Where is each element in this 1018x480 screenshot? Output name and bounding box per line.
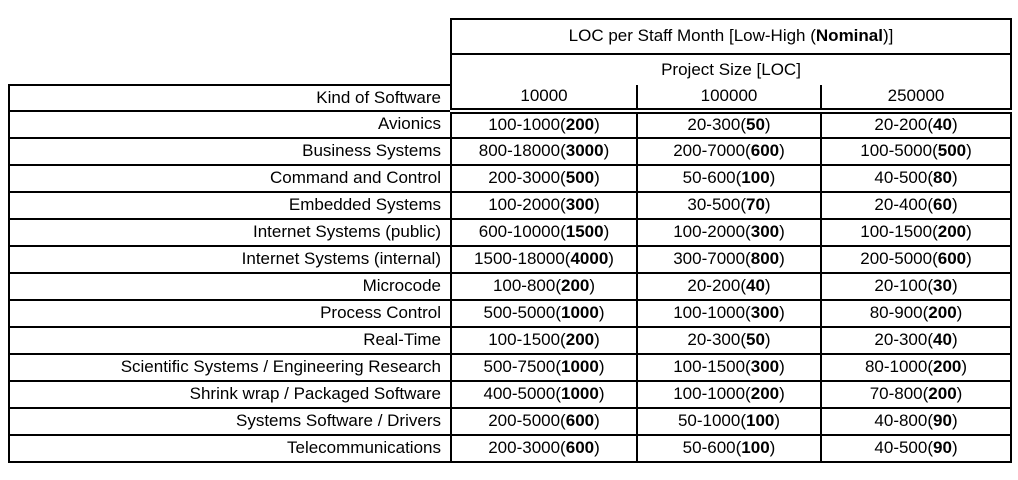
software-kind-label: Shrink wrap / Packaged Software xyxy=(8,380,452,409)
loc-range-value: 500-7500(1000) xyxy=(450,353,638,382)
loc-range-value: 50-600(100) xyxy=(636,164,822,193)
loc-range-value: 20-300(40) xyxy=(819,326,1013,355)
kind-of-software-header: Kind of Software xyxy=(8,84,452,112)
software-kind-label: Telecommunications xyxy=(8,434,452,463)
loc-range-value: 100-5000(500) xyxy=(819,137,1013,166)
loc-range-value: 20-200(40) xyxy=(636,272,822,301)
project-size-row: Project Size [LOC] xyxy=(9,53,1013,85)
loc-range-value: 100-1500(200) xyxy=(819,218,1013,247)
table-row: Microcode 100-800(200) 20-200(40) 20-100(30… xyxy=(8,272,1013,301)
loc-range-value: 100-2000(300) xyxy=(450,191,638,220)
loc-range-value: 100-1000(200) xyxy=(636,380,822,409)
table-row: Telecommunications 200-3000(600) 50-600(10… xyxy=(8,434,1013,463)
loc-range-value: 20-300(50) xyxy=(636,110,822,139)
table-row: Process Control 500-5000(1000) 100-1000(30… xyxy=(8,299,1013,328)
table-title-text: LOC per Staff Month [Low-High ( xyxy=(568,26,816,46)
loc-range-value: 20-300(50) xyxy=(636,326,822,355)
table-row: Internet Systems (internal) 1500-18000(40… xyxy=(8,245,1013,274)
loc-range-value: 400-5000(1000) xyxy=(450,380,638,409)
software-kind-label: Scientific Systems / Engineering Researc… xyxy=(8,353,452,382)
loc-range-value: 50-1000(100) xyxy=(636,407,822,436)
loc-range-value: 800-18000(3000) xyxy=(450,137,638,166)
size-column-header-10000: 10000 xyxy=(450,85,638,114)
loc-range-value: 70-800(200) xyxy=(819,380,1013,409)
blank-corner xyxy=(9,19,451,54)
size-column-header-250000: 250000 xyxy=(819,85,1013,114)
loc-range-value: 20-400(60) xyxy=(819,191,1013,220)
loc-range-value: 200-5000(600) xyxy=(450,407,638,436)
column-header-row: Kind of Software 10000 100000 250000 xyxy=(8,84,1013,114)
loc-range-value: 1500-18000(4000) xyxy=(450,245,638,274)
table-row: Real-Time 100-1500(200) 20-300(50) 20-300(4… xyxy=(8,326,1013,355)
loc-range-value: 200-7000(600) xyxy=(636,137,822,166)
loc-range-value: 100-1000(300) xyxy=(636,299,822,328)
loc-range-value: 50-600(100) xyxy=(636,434,822,463)
size-column-header-100000: 100000 xyxy=(636,85,822,114)
software-kind-label: Internet Systems (public) xyxy=(8,218,452,247)
table-row: Shrink wrap / Packaged Software 400-5000(… xyxy=(8,380,1013,409)
software-kind-label: Real-Time xyxy=(8,326,452,355)
software-kind-label: Systems Software / Drivers xyxy=(8,407,452,436)
software-kind-label: Embedded Systems xyxy=(8,191,452,220)
loc-range-value: 40-500(80) xyxy=(819,164,1013,193)
project-size-label: Project Size [LOC] xyxy=(449,53,1013,85)
software-kind-label: Avionics xyxy=(8,110,452,139)
table-row: Scientific Systems / Engineering Researc… xyxy=(8,353,1013,382)
table-row: Embedded Systems 100-2000(300) 30-500(70) 2… xyxy=(8,191,1013,220)
loc-range-value: 600-10000(1500) xyxy=(450,218,638,247)
loc-range-value: 200-3000(500) xyxy=(450,164,638,193)
loc-range-value: 300-7000(800) xyxy=(636,245,822,274)
table-row: Business Systems 800-18000(3000) 200-7000(… xyxy=(8,137,1013,166)
software-kind-label: Internet Systems (internal) xyxy=(8,245,452,274)
loc-range-value: 100-1500(300) xyxy=(636,353,822,382)
table-row: Internet Systems (public) 600-10000(1500)… xyxy=(8,218,1013,247)
software-kind-label: Business Systems xyxy=(8,137,452,166)
loc-range-value: 20-100(30) xyxy=(819,272,1013,301)
loc-range-value: 200-5000(600) xyxy=(819,245,1013,274)
loc-range-value: 80-900(200) xyxy=(819,299,1013,328)
loc-range-value: 100-2000(300) xyxy=(636,218,822,247)
loc-per-staff-month-table: LOC per Staff Month [Low-High (Nominal)]… xyxy=(8,18,1013,463)
software-kind-label: Process Control xyxy=(8,299,452,328)
loc-range-value: 100-800(200) xyxy=(450,272,638,301)
loc-range-value: 20-200(40) xyxy=(819,110,1013,139)
loc-range-value: 80-1000(200) xyxy=(819,353,1013,382)
loc-range-value: 100-1500(200) xyxy=(450,326,638,355)
loc-range-value: 30-500(70) xyxy=(636,191,822,220)
loc-range-value: 40-800(90) xyxy=(819,407,1013,436)
loc-range-value: 500-5000(1000) xyxy=(450,299,638,328)
loc-range-value: 200-3000(600) xyxy=(450,434,638,463)
table-row: Avionics 100-1000(200) 20-300(50) 20-200(40… xyxy=(8,110,1013,139)
table-title-suffix-text: )] xyxy=(882,26,894,46)
software-kind-label: Microcode xyxy=(8,272,452,301)
software-kind-label: Command and Control xyxy=(8,164,452,193)
table-row: Systems Software / Drivers 200-5000(600) 5… xyxy=(8,407,1013,436)
table-title: LOC per Staff Month [Low-High (Nominal)] xyxy=(449,18,1013,55)
table-title-bold-text: Nominal xyxy=(815,26,883,46)
blank-corner xyxy=(9,54,451,85)
loc-range-value: 40-500(90) xyxy=(819,434,1013,463)
table-title-row: LOC per Staff Month [Low-High (Nominal)] xyxy=(9,18,1013,55)
loc-range-value: 100-1000(200) xyxy=(450,110,638,139)
table-row: Command and Control 200-3000(500) 50-600(1… xyxy=(8,164,1013,193)
